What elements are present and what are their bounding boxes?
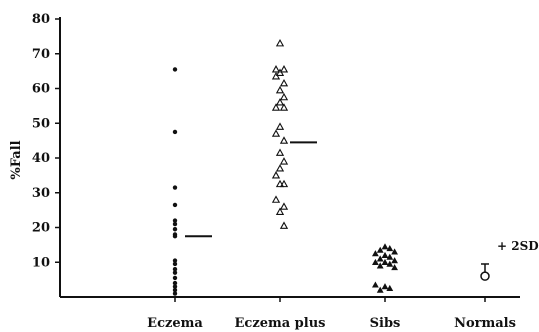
eczema-point: [172, 202, 178, 208]
eczema-plus-point: [271, 129, 281, 137]
eczema-plus-point: [279, 202, 289, 210]
eczema-point: [172, 287, 178, 293]
eczema-point: [172, 227, 178, 232]
sibs-point: [386, 284, 394, 292]
sibs-point: [372, 250, 379, 257]
sibs-point: [391, 264, 398, 271]
eczema-point: [172, 233, 178, 239]
eczema-point: [172, 291, 178, 296]
eczema-point: [172, 267, 178, 272]
x-tick-label: Eczema plus: [235, 316, 326, 331]
eczema-point: [172, 258, 178, 263]
normals-point: [480, 271, 490, 281]
y-tick-label: 20: [32, 221, 50, 236]
sibs-point: [381, 258, 389, 265]
eczema-plus-point: [279, 65, 289, 73]
sibs-point: [381, 283, 389, 290]
sibs-point: [372, 281, 379, 288]
eczema-plus-point: [275, 38, 285, 47]
eczema-plus-point: [279, 157, 289, 165]
eczema-plus-point: [275, 179, 285, 188]
eczema-plus-point: [271, 72, 281, 80]
y-tick-label: 50: [32, 116, 50, 131]
eczema-point: [172, 67, 178, 72]
eczema-plus-point: [279, 221, 289, 229]
y-tick-label: 80: [32, 12, 50, 27]
eczema-plus-point: [271, 103, 281, 111]
eczema-point: [172, 221, 178, 227]
x-tick-label: Sibs: [370, 316, 401, 331]
eczema-plus-point: [279, 103, 289, 111]
eczema-plus-point: [271, 65, 281, 73]
sibs-point: [391, 257, 398, 264]
eczema-plus-point: [275, 68, 285, 76]
eczema-point: [172, 218, 178, 223]
category-labels: Eczema Eczema plus Sibs Normals: [147, 297, 516, 331]
data-points: [172, 38, 490, 296]
eczema-plus-point: [275, 164, 285, 172]
eczema-plus-point: [275, 207, 285, 215]
axes: [59, 17, 520, 298]
eczema-point: [172, 261, 178, 267]
sibs-point: [386, 244, 394, 252]
eczema-point: [172, 280, 178, 286]
sibs-point: [381, 251, 389, 259]
eczema-plus-point: [271, 195, 281, 203]
x-tick-label: Eczema: [147, 316, 203, 331]
eczema-plus-point: [275, 98, 285, 106]
eczema-plus-point: [279, 136, 289, 144]
y-tick-label: 70: [32, 47, 50, 62]
y-ticks: 10 20 30 40 50 60 70 80: [32, 12, 60, 270]
sibs-point: [376, 246, 384, 253]
eczema-plus-point: [279, 78, 289, 87]
eczema-plus-point: [279, 92, 289, 101]
eczema-plus-point: [271, 171, 281, 179]
sd-annotation: + 2SD: [497, 239, 539, 253]
eczema-plus-point: [275, 122, 285, 130]
y-tick-label: 10: [32, 255, 50, 270]
x-tick-label: Normals: [454, 316, 516, 331]
sibs-point: [376, 286, 384, 293]
eczema-plus-point: [275, 148, 285, 156]
eczema-point: [172, 129, 178, 135]
y-axis-label: %Fall: [9, 140, 24, 179]
y-tick-label: 60: [32, 82, 50, 97]
sibs-point: [381, 243, 389, 250]
sibs-point: [376, 262, 384, 269]
eczema-plus-point: [275, 85, 285, 94]
mean-lines: [185, 141, 317, 238]
eczema-point: [172, 284, 178, 289]
y-tick-label: 30: [32, 186, 50, 201]
eczema-point: [172, 270, 178, 275]
sibs-point: [391, 248, 398, 255]
eczema-point: [172, 275, 178, 281]
sibs-point: [386, 253, 394, 260]
sibs-point: [376, 255, 384, 262]
sibs-point: [372, 258, 379, 265]
eczema-plus-point: [279, 179, 289, 188]
y-tick-label: 40: [32, 151, 50, 166]
sibs-point: [386, 260, 394, 267]
eczema-point: [172, 185, 178, 190]
